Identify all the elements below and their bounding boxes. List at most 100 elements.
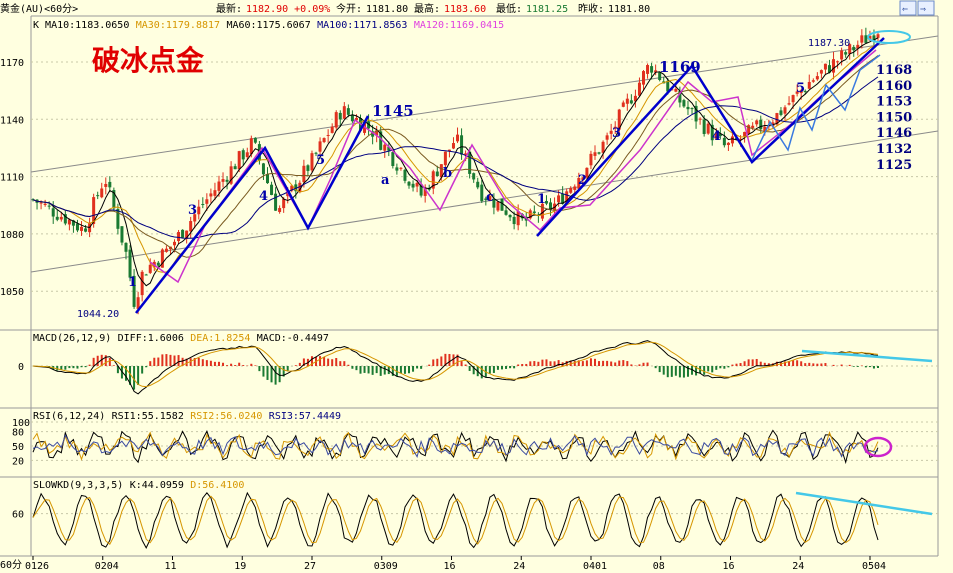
candle-body xyxy=(532,211,536,214)
panel-frames xyxy=(0,15,939,557)
candle-body xyxy=(698,118,702,120)
candle-body xyxy=(375,130,379,136)
candle-body xyxy=(395,167,399,171)
candle-body xyxy=(795,91,799,94)
candle-body xyxy=(96,195,100,197)
candle-body xyxy=(213,190,217,196)
kd-legend-item: K:44.0959 xyxy=(130,480,184,491)
candle-body xyxy=(819,70,823,74)
x-tick-label: 27 xyxy=(304,561,316,572)
wave-label-w1b: 1 xyxy=(537,192,546,207)
candle-body xyxy=(642,71,646,85)
candle-body xyxy=(148,264,152,273)
candle-body xyxy=(476,181,480,188)
candle-body xyxy=(451,143,455,149)
candle-body xyxy=(209,193,213,197)
candle-body xyxy=(544,201,548,204)
candle-body xyxy=(488,196,492,201)
candle-body xyxy=(112,190,116,209)
candle-body xyxy=(59,216,63,220)
price-axis: 1050 1080 1110 1140 1170 xyxy=(0,58,938,298)
rsi1-line xyxy=(32,429,879,465)
candle-body xyxy=(185,230,189,239)
candle-body xyxy=(249,138,253,155)
candle-body xyxy=(423,187,427,196)
candle-body xyxy=(759,119,763,130)
candle-body xyxy=(75,223,79,231)
wave-label-c: c xyxy=(486,190,494,205)
candle-body xyxy=(823,63,827,70)
ma-legend-item: MA60:1175.6067 xyxy=(226,20,310,31)
candle-body xyxy=(334,112,338,128)
candle-body xyxy=(201,204,205,206)
candle-body xyxy=(411,183,415,188)
rsi-tick-label: 50 xyxy=(12,442,24,453)
rsi-legend-item: RSI1:55.1582 xyxy=(112,411,184,422)
candle-body xyxy=(43,203,47,205)
quote-header: 黄金(AU)<60分> 最新: 1182.90 +0.09% 今开: 1181.… xyxy=(0,0,935,16)
ma60-line xyxy=(32,55,879,258)
low-label: 最低: xyxy=(496,2,522,15)
arrow-left-icon: ⇐ xyxy=(902,4,908,15)
candle-body xyxy=(80,226,84,231)
scroll-right-button[interactable]: ⇒ xyxy=(917,0,935,16)
kd-divergence-line xyxy=(795,491,933,516)
high-label: 最高: xyxy=(414,2,440,15)
candle-body xyxy=(799,90,803,94)
candle-body xyxy=(581,177,585,180)
candle-body xyxy=(221,179,225,182)
candle-body xyxy=(431,171,435,189)
scroll-left-button[interactable]: ⇐ xyxy=(899,0,917,16)
candle-body xyxy=(439,164,443,178)
rsi3-line xyxy=(32,434,879,458)
candle-body xyxy=(193,214,197,222)
candle-body xyxy=(443,151,447,166)
candle-body xyxy=(371,131,375,137)
candle-body xyxy=(868,35,872,41)
price-tick-label: 1140 xyxy=(0,115,24,126)
wave-label-w5b: 5 xyxy=(796,81,805,96)
rsi-legend-item: RSI3:57.4449 xyxy=(269,411,341,422)
rsi-tick-label: 20 xyxy=(12,456,24,467)
candle-body xyxy=(751,125,755,128)
candle-body xyxy=(108,181,112,188)
candle-body xyxy=(860,35,864,43)
macd-legend: MACD(26,12,9) DIFF:1.6006 DEA:1.8254 MACD:-… xyxy=(33,333,329,344)
ma-legend-item: MA120:1169.0415 xyxy=(414,20,504,31)
candle-body xyxy=(173,241,177,246)
title-annotation: 破冰点金 xyxy=(92,44,205,77)
candle-body xyxy=(876,34,880,38)
x-tick-label: 0504 xyxy=(862,561,886,572)
candle-body xyxy=(245,152,249,158)
x-tick-label: 0401 xyxy=(583,561,607,572)
macd-legend-item: MACD:-0.4497 xyxy=(257,333,329,344)
candle-body xyxy=(318,141,322,152)
wave-label-p1169: 1169 xyxy=(659,58,701,76)
candle-body xyxy=(197,206,201,215)
candle-body xyxy=(500,198,504,211)
wave-label-w2b: 2 xyxy=(578,173,587,188)
candle-body xyxy=(629,100,633,104)
kd-d-line xyxy=(32,495,879,545)
candle-body xyxy=(492,198,496,208)
candle-body xyxy=(827,65,831,73)
candle-body xyxy=(229,166,233,184)
candle-body xyxy=(241,150,245,160)
candle-body xyxy=(164,248,168,252)
candle-body xyxy=(565,191,569,205)
candle-body xyxy=(678,91,682,103)
candle-body xyxy=(508,214,512,218)
candle-body xyxy=(177,232,181,242)
candle-body xyxy=(124,242,128,252)
candle-body xyxy=(326,134,330,136)
candle-body xyxy=(31,199,35,201)
wave-label-w4a: 4 xyxy=(259,189,268,204)
candle-body xyxy=(132,275,136,307)
low-value: 1181.25 xyxy=(526,4,568,15)
candle-body xyxy=(585,167,589,178)
candle-body xyxy=(92,197,96,224)
open-label: 今开: xyxy=(336,2,362,15)
candle-body xyxy=(322,138,326,143)
